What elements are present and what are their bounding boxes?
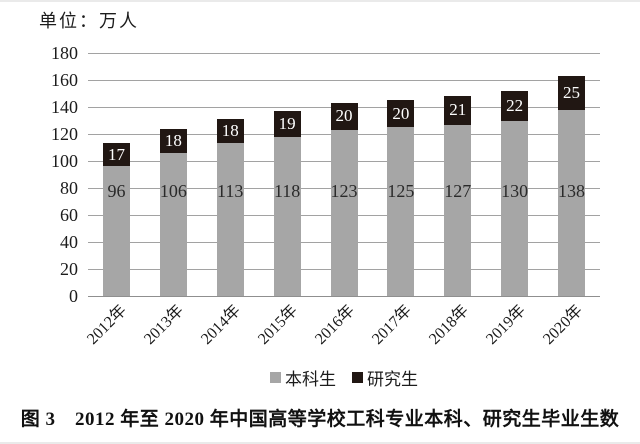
y-tick-label-0: 0 [69, 286, 78, 306]
bar-2016年: 20 123 [330, 102, 358, 296]
bar-value-label-undergraduate: 127 [444, 181, 472, 201]
y-tick-label-100: 100 [51, 151, 78, 171]
bar-segment-undergraduate [273, 136, 301, 296]
bar-segment-graduate: 20 [330, 102, 358, 130]
bar-2012年: 17 96 [102, 143, 130, 296]
y-tick-label-140: 140 [51, 97, 78, 117]
gridline-160 [88, 79, 600, 81]
bar-segment-graduate: 25 [558, 75, 586, 110]
bar-value-label-undergraduate: 106 [159, 181, 187, 201]
scan-artifact-top [0, 0, 640, 2]
y-tick-label-160: 160 [51, 70, 78, 90]
legend-swatch-研究生 [352, 372, 363, 383]
y-tick-label-40: 40 [60, 232, 78, 252]
bar-2019年: 22 130 [501, 90, 529, 296]
bar-2018年: 21 127 [444, 96, 472, 296]
bar-value-label-undergraduate: 96 [107, 181, 126, 201]
bar-segment-graduate: 18 [216, 119, 244, 144]
gridline-0 [88, 295, 600, 297]
y-tick-label-80: 80 [60, 178, 78, 198]
bar-value-label-undergraduate: 138 [558, 181, 586, 201]
legend: 本科生 研究生 [88, 365, 600, 390]
y-tick-label-60: 60 [60, 205, 78, 225]
bar-segment-graduate: 22 [501, 90, 529, 121]
bar-value-label-undergraduate: 130 [501, 181, 529, 201]
bar-segment-undergraduate [501, 120, 529, 296]
bar-segment-graduate: 21 [444, 96, 472, 125]
legend-item-本科生: 本科生 [270, 365, 336, 390]
legend-swatch-本科生 [270, 372, 281, 383]
bar-segment-undergraduate [102, 166, 130, 296]
bar-segment-undergraduate [558, 109, 586, 296]
scan-artifact-bottom [0, 442, 640, 444]
bar-segment-undergraduate [159, 152, 187, 296]
bar-2015年: 19 118 [273, 111, 301, 296]
bar-segment-undergraduate [216, 143, 244, 296]
y-tick-label-120: 120 [51, 124, 78, 144]
bar-segment-graduate: 20 [387, 100, 415, 128]
plot-area: 0 20 40 60 80 100 120 140 160 180 17 96 18 106 18 113 1… [51, 43, 600, 348]
bar-segment-undergraduate [330, 129, 358, 296]
legend-item-研究生: 研究生 [352, 365, 418, 390]
legend-label: 研究生 [367, 370, 418, 389]
legend-label: 本科生 [285, 370, 336, 389]
bar-value-label-undergraduate: 125 [387, 181, 415, 201]
y-axis-unit-label: 单位：万人 [39, 11, 139, 31]
bar-2020年: 25 138 [558, 75, 586, 296]
bar-2017年: 20 125 [387, 100, 415, 296]
y-tick-label-20: 20 [60, 259, 78, 279]
gridline-180 [88, 52, 600, 54]
bar-segment-graduate: 19 [273, 111, 301, 137]
y-tick-label-180: 180 [51, 43, 78, 63]
bar-value-label-undergraduate: 123 [330, 181, 358, 201]
bar-2013年: 18 106 [159, 128, 187, 296]
bar-value-label-undergraduate: 118 [273, 181, 301, 201]
bar-segment-undergraduate [387, 127, 415, 296]
bar-2014年: 18 113 [216, 119, 244, 296]
bar-value-label-undergraduate: 113 [217, 181, 244, 201]
bar-segment-graduate: 17 [102, 143, 130, 167]
bar-segment-undergraduate [444, 124, 472, 296]
figure-caption: 图 3 2012 年至 2020 年中国高等学校工科专业本科、研究生毕业生数 [20, 409, 620, 430]
bar-segment-graduate: 18 [159, 128, 187, 153]
